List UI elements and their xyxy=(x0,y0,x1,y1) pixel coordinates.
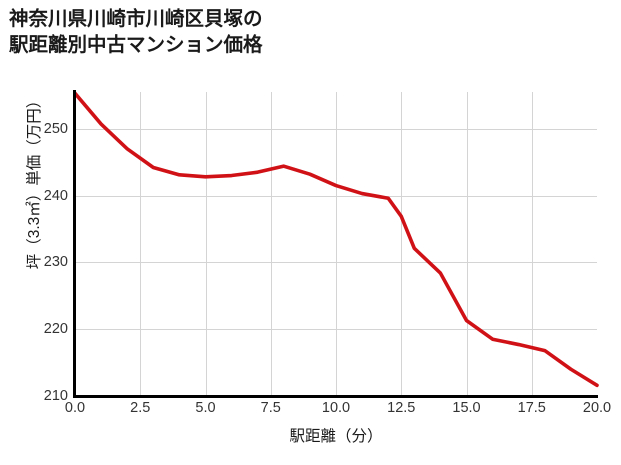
x-axis-title: 駅距離（分） xyxy=(289,428,383,445)
x-tick-label: 2.5 xyxy=(130,400,151,416)
x-tick-label: 10.0 xyxy=(321,400,351,416)
chart-title: 神奈川県川崎市川崎区貝塚の 駅距離別中古マンション価格 xyxy=(9,8,263,56)
y-tick-label: 240 xyxy=(43,187,68,204)
x-tick-label: 12.5 xyxy=(387,400,416,416)
y-tick-label: 220 xyxy=(43,321,68,338)
y-tick-label: 210 xyxy=(43,388,68,404)
gridline-vertical xyxy=(270,92,272,396)
y-axis-title: 坪（3.3㎡）単価（万円） xyxy=(26,92,43,270)
gridline-vertical xyxy=(336,92,337,396)
x-axis-spine xyxy=(73,395,598,398)
x-tick-label: 20.0 xyxy=(582,400,612,416)
data-series-line xyxy=(73,91,599,388)
x-tick-label: 17.5 xyxy=(517,400,546,416)
y-axis-spine xyxy=(73,90,76,397)
gridline-vertical xyxy=(401,92,403,396)
y-tick-label: 230 xyxy=(43,254,68,271)
gridline-vertical xyxy=(140,92,142,396)
x-tick-label: 15.0 xyxy=(452,400,481,416)
x-tick-label: 0.0 xyxy=(64,400,86,416)
x-tick-label: 5.0 xyxy=(195,400,216,416)
gridline-vertical xyxy=(466,92,468,396)
gridline-vertical xyxy=(531,92,533,396)
y-axis-tick-labels: 210 220 230 240 250 xyxy=(0,0,68,465)
y-tick-label: 250 xyxy=(43,120,68,137)
gridline-vertical xyxy=(205,92,207,396)
plot-area xyxy=(73,91,599,396)
x-tick-label: 7.5 xyxy=(260,400,281,416)
